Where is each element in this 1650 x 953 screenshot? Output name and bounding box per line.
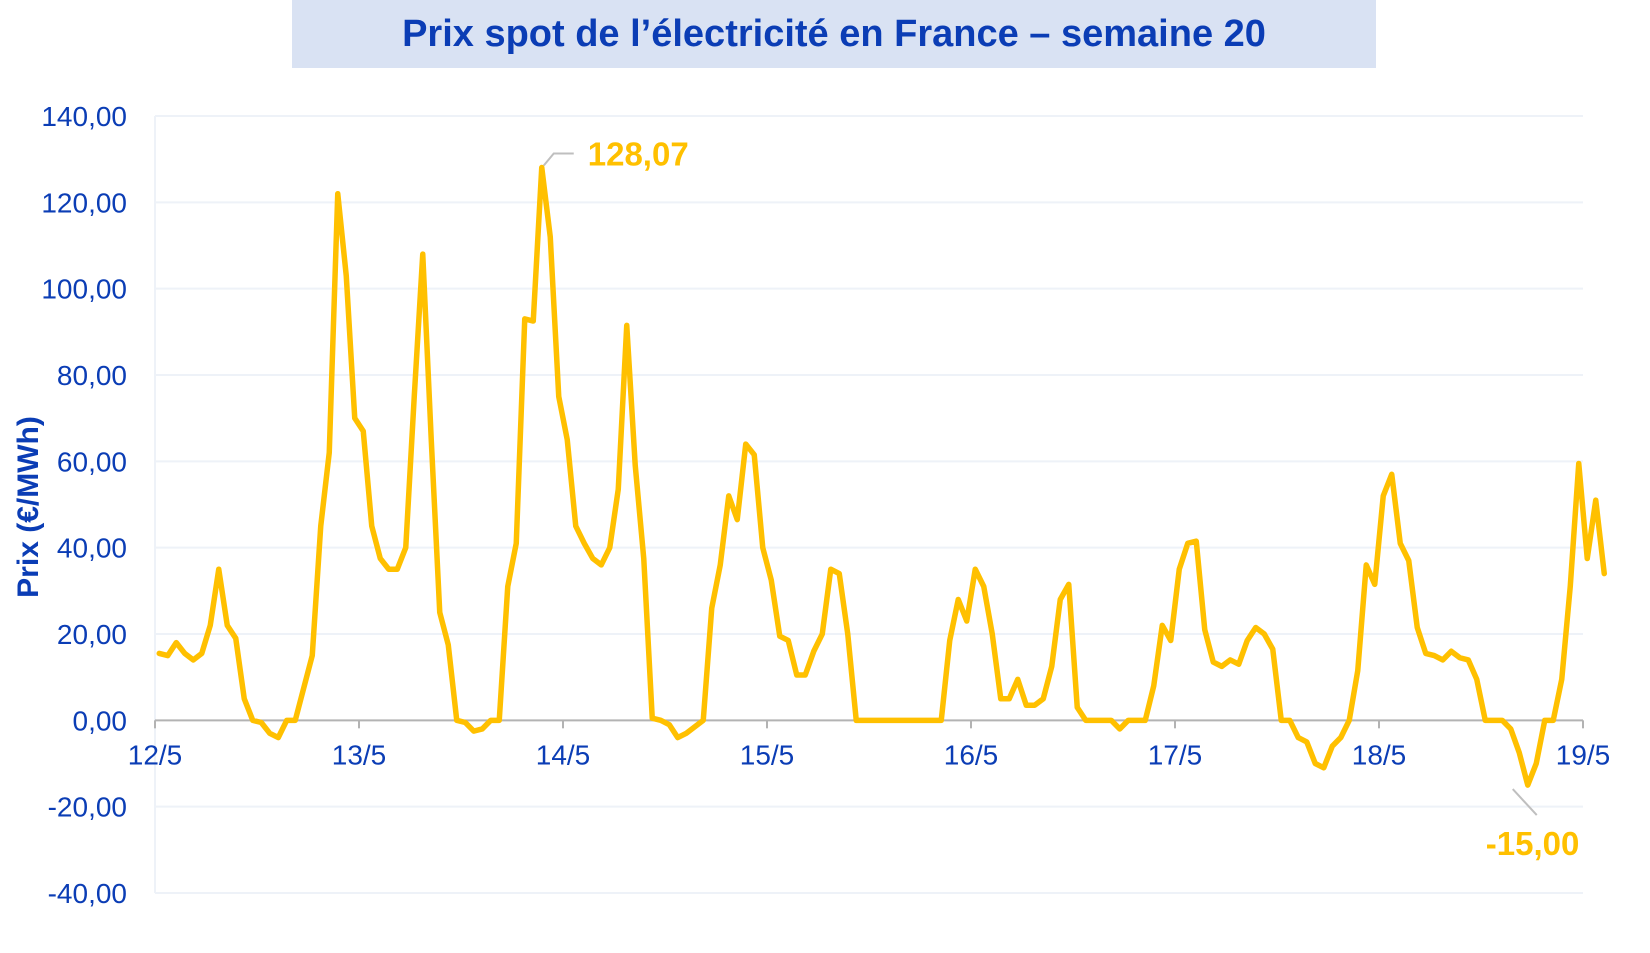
y-tick-label: 140,00	[41, 101, 127, 132]
axes: 140,00 120,00 100,00 80,00 60,00 40,00 20,00 0,…	[41, 101, 1610, 909]
y-tick-label: -40,00	[48, 878, 127, 909]
annotation-min-label: -15,00	[1486, 825, 1580, 862]
x-tick-label: 19/5	[1556, 739, 1611, 770]
y-tick-label: 100,00	[41, 274, 127, 305]
chart-title-box: Prix spot de l’électricité en France – s…	[292, 0, 1376, 68]
gridlines	[155, 115, 1583, 894]
y-tick-label: 20,00	[57, 619, 127, 650]
y-tick-label: 40,00	[57, 533, 127, 564]
x-tick-label: 16/5	[944, 739, 999, 770]
y-tick-label: 80,00	[57, 360, 127, 391]
x-tick-label: 17/5	[1148, 739, 1203, 770]
annotation-leader-min	[1512, 788, 1538, 816]
chart-title: Prix spot de l’électricité en France – s…	[402, 12, 1266, 55]
series-layer	[156, 164, 1607, 788]
x-tick-label: 12/5	[128, 739, 183, 770]
annotations: 128,07 -15,00	[542, 135, 1580, 862]
annotation-leader-max	[542, 152, 574, 167]
x-tick-label: 14/5	[536, 739, 591, 770]
series-line	[156, 164, 1607, 788]
y-tick-label: -20,00	[48, 792, 127, 823]
x-tick-label: 13/5	[332, 739, 387, 770]
annotation-max-label: 128,07	[588, 135, 689, 172]
x-tick-label: 15/5	[740, 739, 795, 770]
y-tick-label: 120,00	[41, 187, 127, 218]
y-tick-label: 60,00	[57, 446, 127, 477]
y-axis-label: Prix (€/MWh)	[12, 416, 45, 598]
y-tick-label: 0,00	[73, 705, 128, 736]
x-tick-label: 18/5	[1352, 739, 1407, 770]
